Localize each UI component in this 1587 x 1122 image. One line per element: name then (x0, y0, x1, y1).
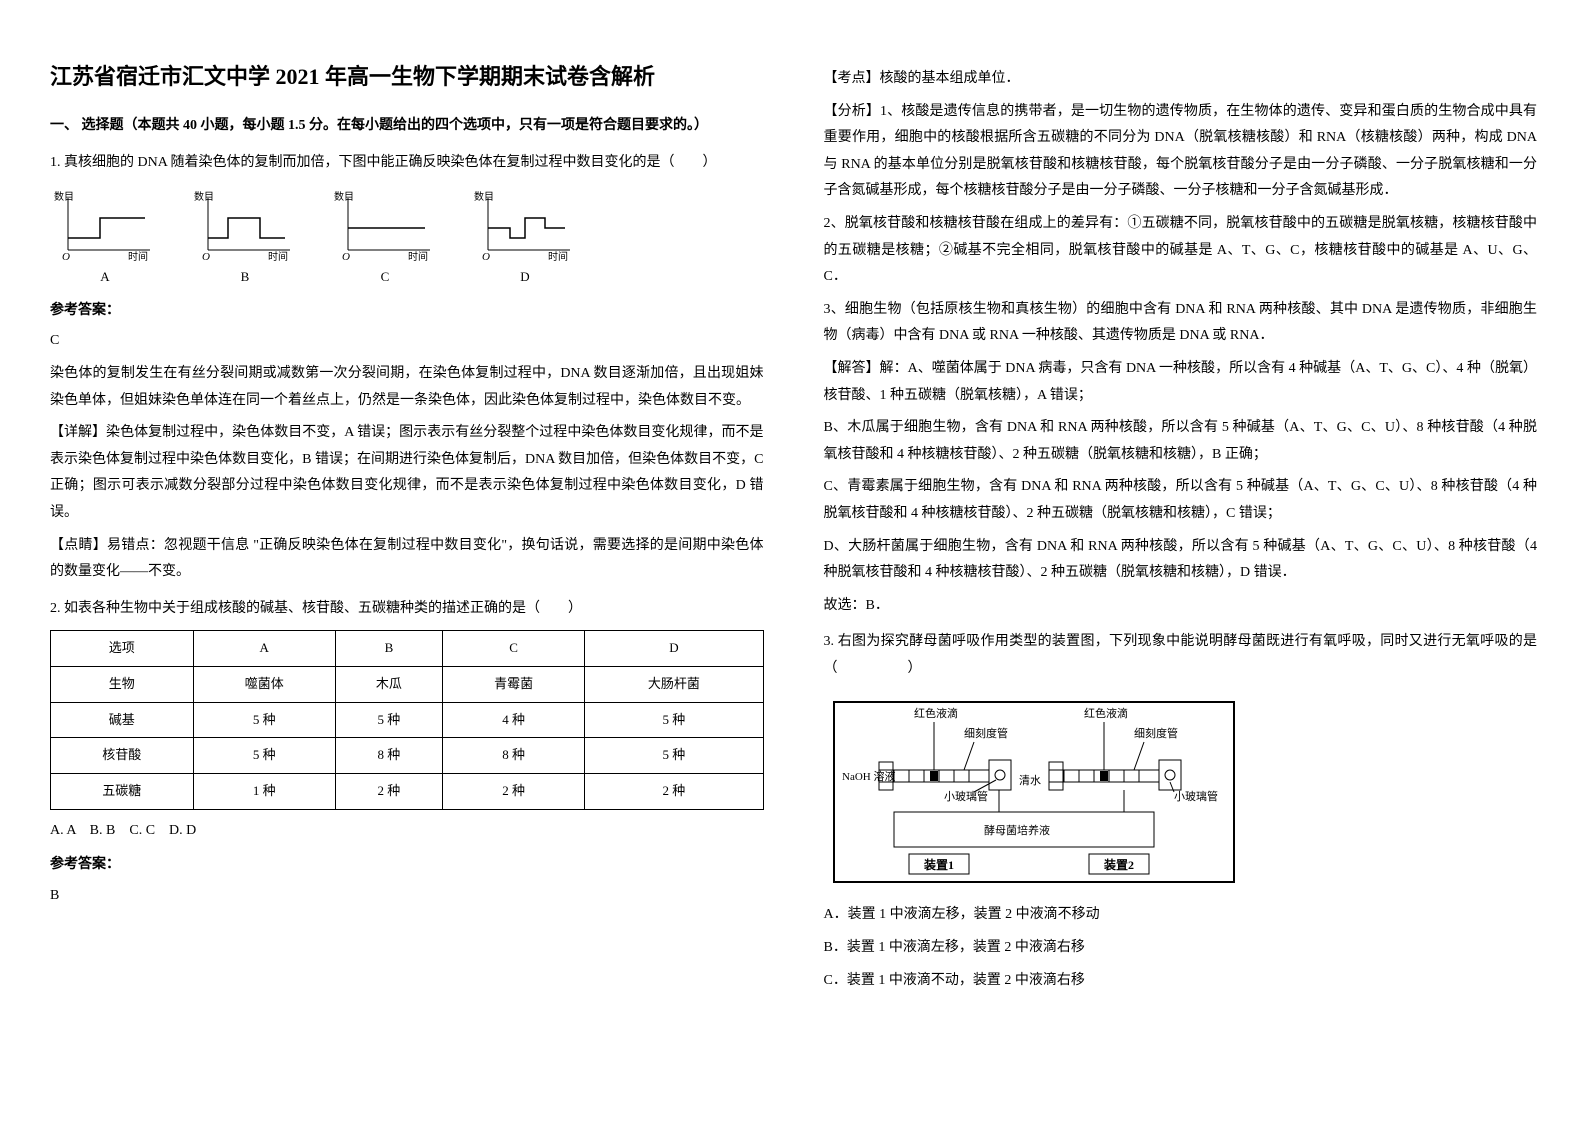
q2-answer-label: 参考答案： (50, 852, 764, 879)
q1-charts: 数目 时间 O A 数目 时间 O B (50, 188, 764, 290)
q1-answer-label: 参考答案： (50, 298, 764, 325)
axis-y-label: 数目 (54, 190, 74, 203)
q1-chart-c-cap: C (381, 265, 390, 290)
svg-text:O: O (62, 251, 70, 263)
svg-text:酵母菌培养液: 酵母菌培养液 (984, 823, 1050, 837)
left-column: 江苏省宿迁市汇文中学 2021 年高一生物下学期期末试卷含解析 一、 选择题（本… (50, 60, 764, 1000)
doc-title: 江苏省宿迁市汇文中学 2021 年高一生物下学期期末试卷含解析 (50, 60, 764, 93)
q3-opt-c: C．装置 1 中液滴不动，装置 2 中液滴右移 (824, 968, 1538, 995)
th: A (193, 631, 336, 667)
axis-x-label: 时间 (128, 250, 148, 263)
q1-answer: C (50, 328, 764, 355)
q2-stem: 2. 如表各种生物中关于组成核酸的碱基、核苷酸、五碳糖种类的描述正确的是（ ） (50, 596, 764, 623)
section-1-heading: 一、 选择题（本题共 40 小题，每小题 1.5 分。在每小题给出的四个选项中，… (50, 113, 764, 140)
table-row: 碱基 5 种 5 种 4 种 5 种 (51, 702, 764, 738)
svg-text:数目: 数目 (474, 190, 494, 203)
q2-options: A. A B. B C. C D. D (50, 818, 764, 845)
svg-text:O: O (482, 251, 490, 263)
q3-opt-b: B．装置 1 中液滴左移，装置 2 中液滴右移 (824, 935, 1538, 962)
q1-chart-c: 数目 时间 O C (330, 188, 440, 290)
q1-chart-b-cap: B (241, 265, 250, 290)
svg-text:装置1: 装置1 (923, 857, 954, 872)
q2-r6: B、木瓜属于细胞生物，含有 DNA 和 RNA 两种核酸，所以含有 5 种碱基（… (824, 415, 1538, 468)
q1-stem: 1. 真核细胞的 DNA 随着染色体的复制而加倍，下图中能正确反映染色体在复制过… (50, 150, 764, 177)
q1-chart-b: 数目 时间 O B (190, 188, 300, 290)
right-column: 【考点】核酸的基本组成单位． 【分析】1、核酸是遗传信息的携带者，是一切生物的遗… (824, 60, 1538, 1000)
q2-r3: 2、脱氧核苷酸和核糖核苷酸在组成上的差异有：①五碳糖不同，脱氧核苷酸中的五碳糖是… (824, 211, 1538, 291)
svg-text:NaOH 溶液: NaOH 溶液 (842, 769, 895, 783)
q2-r1: 【考点】核酸的基本组成单位． (824, 66, 1538, 93)
svg-text:O: O (202, 251, 210, 263)
svg-text:细刻度管: 细刻度管 (1134, 726, 1178, 740)
th: 选项 (51, 631, 194, 667)
svg-text:时间: 时间 (268, 250, 288, 263)
svg-text:装置2: 装置2 (1103, 857, 1134, 872)
svg-text:时间: 时间 (548, 250, 568, 263)
q1-expl-3: 【点睛】易错点：忽视题干信息 "正确反映染色体在复制过程中数目变化"，换句话说，… (50, 533, 764, 586)
table-header-row: 选项 A B C D (51, 631, 764, 667)
q2-answer: B (50, 883, 764, 910)
q3-opt-a: A．装置 1 中液滴左移，装置 2 中液滴不移动 (824, 902, 1538, 929)
q2-r2: 【分析】1、核酸是遗传信息的携带者，是一切生物的遗传物质，在生物体的遗传、变异和… (824, 99, 1538, 205)
q2-r8: D、大肠杆菌属于细胞生物，含有 DNA 和 RNA 两种核酸，所以含有 5 种碱… (824, 534, 1538, 587)
table-row: 生物 噬菌体 木瓜 青霉菌 大肠杆菌 (51, 667, 764, 703)
q1-chart-a-cap: A (100, 265, 109, 290)
q1-expl-1: 染色体的复制发生在有丝分裂间期或减数第一次分裂间期，在染色体复制过程中，DNA … (50, 361, 764, 414)
th: B (336, 631, 443, 667)
table-row: 五碳糖 1 种 2 种 2 种 2 种 (51, 774, 764, 810)
page: 江苏省宿迁市汇文中学 2021 年高一生物下学期期末试卷含解析 一、 选择题（本… (50, 60, 1537, 1000)
q3-devices: NaOH 溶液 红色液滴 细刻度管 (824, 692, 1538, 892)
q2-r4: 3、细胞生物（包括原核生物和真核生物）的细胞中含有 DNA 和 RNA 两种核酸… (824, 297, 1538, 350)
table-row: 核苷酸 5 种 8 种 8 种 5 种 (51, 738, 764, 774)
th: D (585, 631, 763, 667)
svg-text:红色液滴: 红色液滴 (1084, 706, 1128, 720)
q1-expl-2: 【详解】染色体复制过程中，染色体数目不变，A 错误；图示表示有丝分裂整个过程中染… (50, 420, 764, 526)
svg-text:数目: 数目 (194, 190, 214, 203)
q1-chart-d: 数目 时间 O D (470, 188, 580, 290)
q2-r7: C、青霉素属于细胞生物，含有 DNA 和 RNA 两种核酸，所以含有 5 种碱基… (824, 474, 1538, 527)
svg-text:时间: 时间 (408, 250, 428, 263)
th: C (442, 631, 585, 667)
svg-text:小玻璃管: 小玻璃管 (1174, 789, 1218, 803)
svg-text:清水: 清水 (1019, 774, 1041, 787)
q1-chart-a: 数目 时间 O A (50, 188, 160, 290)
q2-r9: 故选：B． (824, 593, 1538, 620)
svg-text:红色液滴: 红色液滴 (914, 706, 958, 720)
svg-text:O: O (342, 251, 350, 263)
svg-text:细刻度管: 细刻度管 (964, 726, 1008, 740)
q3-device-diagram: NaOH 溶液 红色液滴 细刻度管 (824, 692, 1244, 892)
q2-table: 选项 A B C D 生物 噬菌体 木瓜 青霉菌 大肠杆菌 碱基 5 种 5 种… (50, 630, 764, 809)
svg-text:小玻璃管: 小玻璃管 (944, 789, 988, 803)
q3-stem: 3. 右图为探究酵母菌呼吸作用类型的装置图，下列现象中能说明酵母菌既进行有氧呼吸… (824, 629, 1538, 682)
svg-text:数目: 数目 (334, 190, 354, 203)
q1-chart-d-cap: D (520, 265, 529, 290)
q2-r5: 【解答】解：A、噬菌体属于 DNA 病毒，只含有 DNA 一种核酸，所以含有 4… (824, 356, 1538, 409)
